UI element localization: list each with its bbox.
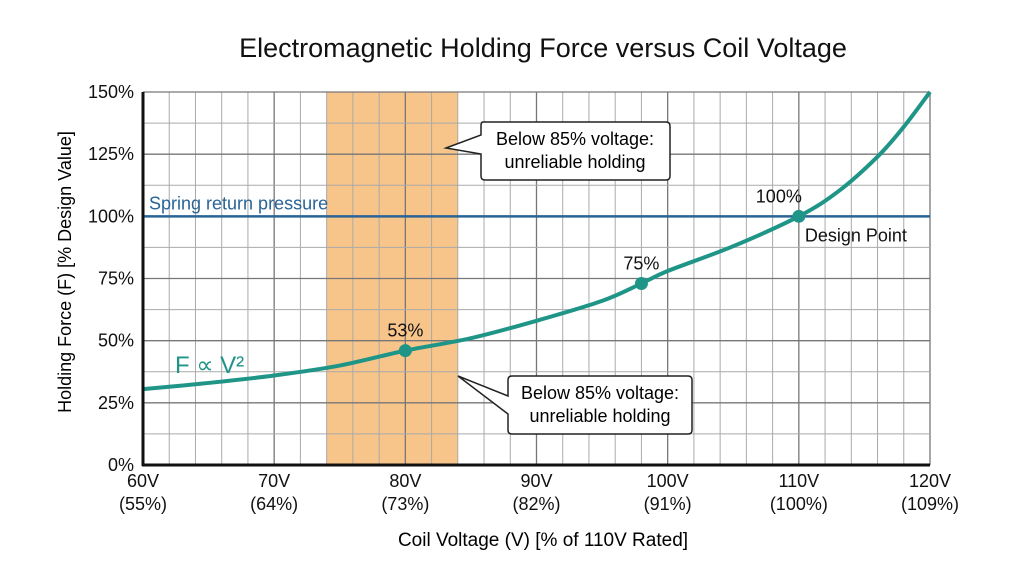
series-line (142, 90, 932, 392)
chart-title: Electromagnetic Holding Force versus Coi… (239, 33, 847, 63)
x-tick-sublabel: (55%) (119, 494, 167, 514)
x-tick-sublabel: (64%) (250, 494, 298, 514)
data-point-marker (398, 344, 412, 358)
y-tick-label: 0% (108, 455, 134, 475)
y-tick-label: 100% (88, 206, 134, 226)
y-tick-label: 125% (88, 144, 134, 164)
x-tick-label: 90V (520, 471, 552, 491)
x-tick-sublabel: (109%) (901, 494, 959, 514)
y-tick-label: 150% (88, 82, 134, 102)
x-tick-label: 80V (389, 471, 421, 491)
data-point-label: 100% (756, 186, 802, 206)
y-tick-label: 50% (98, 331, 134, 351)
x-tick-label: 110V (778, 471, 819, 491)
data-point-marker (634, 276, 648, 290)
x-tick-sublabel: (100%) (770, 494, 828, 514)
x-tick-sublabel: (82%) (512, 494, 560, 514)
reference-line-label: Spring return pressure (149, 193, 328, 213)
annotation-top: Below 85% voltage: unreliable holding (443, 121, 671, 181)
y-tick-label: 25% (98, 393, 134, 413)
y-tick-label: 75% (98, 269, 134, 289)
data-point-label: 53% (387, 321, 423, 341)
design-point-label: Design Point (805, 225, 907, 245)
data-point-marker (792, 209, 806, 223)
annotation-top-line2: unreliable holding (504, 152, 645, 172)
annotation-top-line1: Below 85% voltage: (496, 129, 654, 149)
x-tick-label: 70V (258, 471, 290, 491)
x-tick-sublabel: (73%) (381, 494, 429, 514)
data-point-label: 75% (623, 253, 659, 273)
x-tick-label: 100V (647, 471, 689, 491)
annotation-bottom: Below 85% voltage: unreliable holding (457, 375, 693, 435)
annotation-bottom-line1: Below 85% voltage: (521, 383, 679, 403)
x-tick-label: 120V (909, 471, 951, 491)
y-axis-label: Holding Force (F) [% Design Value] (55, 131, 75, 413)
annotation-bottom-line2: unreliable holding (529, 406, 670, 426)
series-label: F ∝ V² (175, 352, 244, 379)
x-tick-label: 60V (127, 471, 159, 491)
x-axis-label: Coil Voltage (V) [% of 110V Rated] (398, 530, 688, 551)
x-tick-sublabel: (91%) (644, 494, 692, 514)
